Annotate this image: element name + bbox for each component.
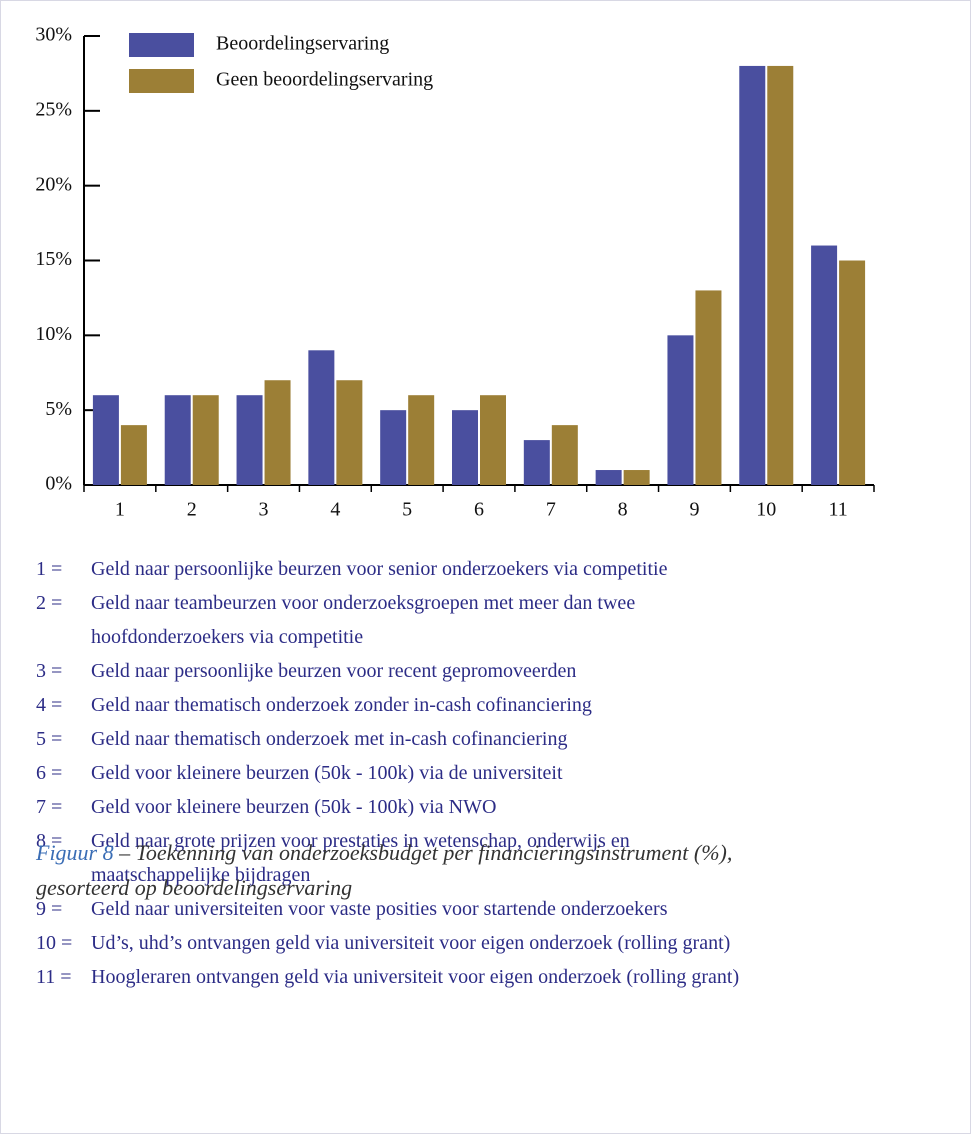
note-key: 10 = (36, 932, 73, 954)
bar (739, 65, 766, 485)
note-line: Geld naar persoonlijke beurzen voor seni… (91, 558, 668, 580)
y-tick-label: 30% (35, 24, 72, 46)
legend-swatch (129, 33, 194, 57)
bar (408, 395, 435, 485)
note: 11 = Hoogleraren ontvangen geld via unive… (36, 960, 739, 994)
x-tick-label: 10 (756, 499, 776, 521)
note-line: Geld naar thematisch onderzoek zonder in… (91, 694, 592, 716)
bar (120, 425, 147, 485)
caption-label: Figuur 8 (36, 840, 114, 865)
note-line: Geld voor kleinere beurzen (50k - 100k) … (91, 796, 497, 818)
bar (667, 335, 694, 485)
bar (308, 350, 335, 485)
chart: 0% 5% 10% 15% 20% 25% 30% 1 2 3 4 5 6 7 8 9 10 11 Beoordel… (35, 24, 875, 521)
bar (380, 410, 407, 485)
x-tick-label: 9 (689, 499, 699, 521)
bar (839, 260, 866, 485)
bar (811, 245, 838, 485)
note-line: Geld naar thematisch onderzoek met in-ca… (91, 728, 568, 750)
bar (336, 380, 363, 485)
note-text: Geld naar universiteiten voor vaste posi… (91, 892, 667, 926)
y-tick-label: 5% (45, 398, 72, 420)
note-text: Hoogleraren ontvangen geld via universit… (91, 960, 739, 994)
bar (264, 380, 291, 485)
note-key: 6 = (36, 762, 63, 784)
note-text: Geld voor kleinere beurzen (50k - 100k) … (91, 790, 496, 824)
note-key: 4 = (36, 694, 63, 716)
note-line: Hoogleraren ontvangen geld via universit… (91, 966, 740, 988)
caption: Figuur 8 – Toekenning van onderzoeksbudg… (36, 835, 732, 905)
note-key: 8 = (36, 830, 63, 852)
note-key: 1 = (36, 558, 63, 580)
bar (192, 395, 219, 485)
x-tick-label: 8 (618, 499, 628, 521)
y-tick-label: 15% (35, 248, 72, 270)
note-text: Geld naar thematisch onderzoek met in-ca… (91, 722, 567, 756)
note-text: Geld naar persoonlijke beurzen voor rece… (91, 654, 576, 688)
note-line: Ud’s, uhd’s ontvangen geld via universit… (91, 932, 731, 954)
note-text: Geld naar teambeurzen voor onderzoeksgro… (91, 586, 635, 654)
bar (623, 470, 650, 485)
note: 1 = Geld naar persoonlijke beurzen voor s… (36, 552, 739, 586)
x-tick-label: 1 (115, 499, 125, 521)
note-line: Geld naar universiteiten voor vaste posi… (91, 898, 668, 920)
bar (480, 395, 506, 485)
x-tick-label: 6 (474, 499, 484, 521)
note: 2 = Geld naar teambeurzen voor onderzoeks… (36, 586, 739, 654)
bar (236, 395, 263, 485)
legend-label: Geen beoordelingservaring (216, 69, 433, 91)
note: 6 = Geld voor kleinere beurzen (50k - 100… (36, 756, 739, 790)
bar (452, 410, 478, 485)
x-tick-label: 3 (259, 499, 269, 521)
y-tick-label: 20% (35, 173, 72, 195)
legend-label: Beoordelingservaring (216, 33, 389, 55)
note: 8 = Geld naar grote prijzen voor prestati… (36, 824, 739, 892)
note-text: Geld voor kleinere beurzen (50k - 100k) … (91, 756, 563, 790)
x-tick-label: 5 (402, 499, 412, 521)
note-line: Geld voor kleinere beurzen (50k - 100k) … (91, 762, 563, 784)
note-line: Geld naar persoonlijke beurzen voor rece… (91, 660, 577, 682)
note-line: maatschappelijke bijdragen (91, 864, 311, 886)
note-text: Geld naar grote prijzen voor prestaties … (91, 824, 630, 892)
note-line: hoofdonderzoekers via competitie (91, 626, 364, 648)
note-key: 7 = (36, 796, 63, 818)
note-text: Geld naar persoonlijke beurzen voor seni… (91, 552, 667, 586)
caption-line: gesorteerd op beoordelingservaring (36, 875, 353, 900)
caption-line: – Toekenning van onderzoeksbudget per fi… (119, 840, 733, 865)
note-line: Geld naar grote prijzen voor prestaties … (91, 830, 630, 852)
bar (92, 395, 119, 485)
y-tick-label: 0% (45, 473, 72, 495)
note-text: Ud’s, uhd’s ontvangen geld via universit… (91, 926, 730, 960)
notes: 1 = Geld naar persoonlijke beurzen voor s… (36, 552, 739, 994)
note-key: 11 = (36, 966, 72, 988)
note: 5 = Geld naar thematisch onderzoek met in… (36, 722, 739, 756)
note-key: 9 = (36, 898, 63, 920)
note-line: Geld naar teambeurzen voor onderzoeksgro… (91, 592, 636, 614)
x-tick-label: 4 (330, 499, 340, 521)
x-tick-label: 7 (546, 499, 556, 521)
note-key: 5 = (36, 728, 63, 750)
note: 4 = Geld naar thematisch onderzoek zonder… (36, 688, 739, 722)
note-key: 2 = (36, 592, 63, 614)
x-tick-label: 2 (187, 499, 197, 521)
bar (523, 440, 550, 485)
bar (551, 425, 578, 485)
note: 9 = Geld naar universiteiten voor vaste p… (36, 892, 739, 926)
y-tick-label: 25% (35, 98, 72, 120)
note-text: Geld naar thematisch onderzoek zonder in… (91, 688, 592, 722)
note: 7 = Geld voor kleinere beurzen (50k - 100… (36, 790, 739, 824)
note-key: 3 = (36, 660, 63, 682)
bar (695, 290, 722, 485)
note: 3 = Geld naar persoonlijke beurzen voor r… (36, 654, 739, 688)
legend-swatch (129, 69, 194, 93)
bar (595, 470, 622, 485)
bar (767, 65, 794, 485)
y-tick-label: 10% (35, 323, 72, 345)
note: 10 = Ud’s, uhd’s ontvangen geld via unive… (36, 926, 739, 960)
x-tick-label: 11 (828, 499, 847, 521)
bar (164, 395, 191, 485)
